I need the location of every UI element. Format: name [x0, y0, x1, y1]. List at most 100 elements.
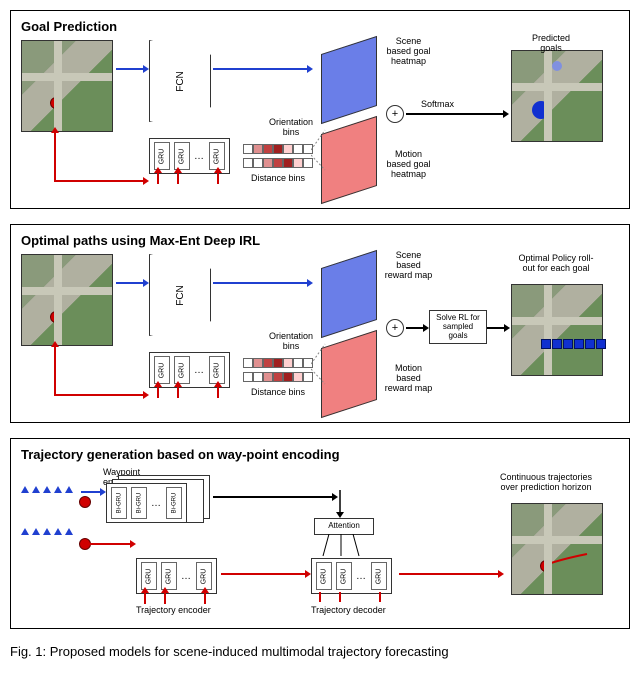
dec-out — [379, 592, 381, 602]
bin-cell — [293, 144, 303, 154]
bin-cell — [263, 158, 273, 168]
traj-enc-in — [164, 592, 166, 604]
gru-cell: GRU — [371, 562, 387, 590]
fcn-label: FCN — [175, 71, 186, 92]
output-scene-image — [511, 50, 603, 142]
bins-block — [243, 144, 313, 168]
panel3-title: Trajectory generation based on way-point… — [21, 447, 619, 462]
panel1-title: Goal Prediction — [21, 19, 619, 34]
softmax-label: Softmax — [421, 100, 454, 110]
traj-enc-in — [204, 592, 206, 604]
bin-cell — [293, 372, 303, 382]
panel-trajectory-generation: Trajectory generation based on way-point… — [10, 438, 630, 629]
gru-cell: GRU — [174, 142, 190, 170]
gru-input-arrow — [157, 172, 159, 184]
bin-cell — [263, 358, 273, 368]
gru-cell: GRU — [336, 562, 352, 590]
output-scene-image — [511, 503, 603, 595]
attn-down-arrow — [333, 490, 347, 518]
arrow-agent-to-gru — [54, 132, 56, 182]
gru-cell: GRU — [196, 562, 212, 590]
bigru-cell: Bi-GRU — [166, 487, 182, 519]
bin-cell — [253, 358, 263, 368]
bins-to-heatmap-lines — [311, 334, 341, 394]
agent-marker — [50, 97, 62, 109]
gru-cell: GRU — [316, 562, 332, 590]
input-scene-image — [21, 254, 113, 346]
gru-input-arrow — [157, 386, 159, 398]
bigru-cell: Bi-GRU — [111, 487, 127, 519]
output-trajectory-line — [512, 504, 602, 594]
distance-bins-label: Distance bins — [243, 174, 313, 184]
input-scene-image — [21, 40, 113, 132]
bin-cell — [273, 358, 283, 368]
bin-cell — [283, 144, 293, 154]
dec-out — [339, 592, 341, 602]
waypoint-inputs-2 — [21, 528, 73, 535]
arrow-solver-out — [487, 327, 505, 329]
bigru-cell: Bi-GRU — [131, 487, 147, 519]
arrow-wp2-to-enc — [89, 543, 131, 545]
bin-cell — [253, 144, 263, 154]
traj-enc-in — [144, 592, 146, 604]
arrow-agent-to-gru-h — [54, 180, 144, 182]
bin-cell — [283, 358, 293, 368]
bins-to-heatmap-lines — [311, 120, 341, 180]
gru-cell: GRU — [154, 142, 170, 170]
predicted-goal-big — [532, 101, 550, 119]
arrow-sum-to-softmax — [406, 113, 504, 115]
arrow-scene-to-fcn — [116, 282, 144, 284]
arrow-to-solver — [406, 327, 424, 329]
arrow-agent-to-gru — [54, 346, 56, 396]
output-label: Continuous trajectories over prediction … — [481, 473, 611, 493]
bin-cell — [273, 144, 283, 154]
orientation-bins — [243, 358, 313, 368]
scene-goal-heatmap — [321, 36, 377, 124]
bin-cell — [263, 144, 273, 154]
bin-cell — [243, 158, 253, 168]
gru-cell: GRU — [154, 356, 170, 384]
predicted-goals-label: Predicted goals — [521, 34, 581, 54]
ellipsis: … — [181, 571, 192, 582]
dec-out — [319, 592, 321, 602]
distance-bins — [243, 158, 313, 168]
bin-cell — [283, 158, 293, 168]
scene-heatmap-label: Scene based goal heatmap — [381, 37, 436, 67]
policy-rollout-squares — [541, 339, 606, 349]
bin-cell — [253, 372, 263, 382]
sum-node: + — [386, 319, 404, 337]
gru-input-arrow — [217, 172, 219, 184]
arrow-fcn-to-reward — [213, 282, 308, 284]
panel-goal-prediction: Goal Prediction FCN GRU GRU … GRU Orient… — [10, 10, 630, 209]
ellipsis: … — [151, 498, 162, 509]
arrow-scene-to-fcn — [116, 68, 144, 70]
waypoint-inputs-1 — [21, 486, 73, 493]
rollout-label: Optimal Policy roll- out for each goal — [501, 254, 611, 274]
traj-decoder-label: Trajectory decoder — [311, 606, 386, 616]
panel2-diagram: FCN GRU GRU … GRU Orientation bins Dista… — [21, 254, 619, 412]
bin-cell — [293, 158, 303, 168]
panel-optimal-paths: Optimal paths using Max-Ent Deep IRL FCN… — [10, 224, 630, 423]
gru-input-arrow — [177, 386, 179, 398]
arrow-wp-to-enc — [81, 491, 101, 493]
arrow-enc-to-dec — [221, 573, 306, 575]
gru-input-arrow — [177, 172, 179, 184]
trajectory-decoder: GRU GRU … GRU — [311, 558, 392, 594]
ellipsis: … — [356, 571, 367, 582]
arrow-fcn-to-heatmap — [213, 68, 308, 70]
arrow-dec-to-output — [399, 573, 499, 575]
fcn-block: FCN — [149, 40, 211, 122]
bin-cell — [243, 144, 253, 154]
agent-marker — [50, 311, 62, 323]
bin-cell — [283, 372, 293, 382]
panel2-title: Optimal paths using Max-Ent Deep IRL — [21, 233, 619, 248]
panel3-diagram: Waypoint encoder Bi-GRU Bi-GRU … Bi-GRU … — [21, 468, 619, 618]
orientation-bins — [243, 144, 313, 154]
agent-marker — [79, 496, 91, 508]
bin-cell — [243, 372, 253, 382]
gru-input-arrow — [217, 386, 219, 398]
gru-cell: GRU — [141, 562, 157, 590]
arrow-agent-to-gru-h — [54, 394, 144, 396]
scene-reward-map — [321, 250, 377, 338]
predicted-goal-small — [552, 61, 562, 71]
